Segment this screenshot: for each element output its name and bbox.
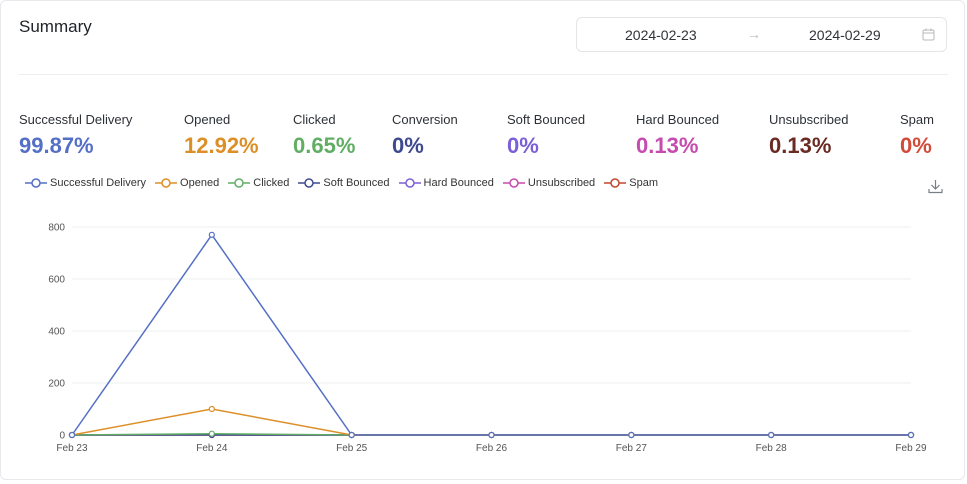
- stat-spam: Spam 0%: [900, 112, 934, 159]
- stat-unsubscribed: Unsubscribed 0.13%: [769, 112, 849, 159]
- x-tick-label: Feb 27: [616, 443, 648, 454]
- stat-label: Spam: [900, 112, 934, 127]
- data-point: [907, 431, 915, 439]
- data-point: [768, 431, 775, 439]
- legend-label: Successful Delivery: [50, 177, 146, 190]
- legend-item-successful-delivery[interactable]: Successful Delivery: [25, 177, 146, 189]
- y-tick-label: 600: [48, 275, 65, 286]
- stat-value: 0.65%: [293, 133, 356, 158]
- legend-label: Clicked: [253, 177, 290, 190]
- stat-value: 0%: [392, 133, 424, 158]
- legend-item-clicked[interactable]: Clicked: [228, 177, 289, 189]
- download-icon[interactable]: [928, 179, 943, 199]
- stat-label: Hard Bounced: [636, 112, 720, 127]
- legend-item-soft-bounced[interactable]: Soft Bounced: [298, 177, 389, 189]
- date-range-picker[interactable]: 2024-02-23 → 2024-02-29: [576, 17, 947, 52]
- stat-hard-bounced: Hard Bounced 0.13%: [636, 112, 719, 159]
- legend-item-spam[interactable]: Spam: [604, 177, 658, 189]
- y-tick-label: 200: [48, 379, 65, 390]
- y-tick-label: 0: [59, 431, 65, 442]
- x-tick-label: Feb 25: [336, 443, 368, 454]
- date-end-input[interactable]: 2024-02-29: [809, 27, 881, 43]
- arrow-right-icon: →: [747, 26, 761, 42]
- stat-label: Conversion: [392, 112, 458, 127]
- data-point: [488, 431, 495, 439]
- chart-legend: Successful Delivery Opened Clicked Soft …: [25, 177, 664, 189]
- x-tick-label: Feb 26: [476, 443, 508, 454]
- data-point: [628, 431, 635, 439]
- legend-label: Unsubscribed: [527, 177, 596, 190]
- legend-item-opened[interactable]: Opened: [155, 177, 219, 189]
- stat-clicked: Clicked 0.65%: [293, 112, 355, 159]
- date-start-input[interactable]: 2024-02-23: [625, 27, 697, 43]
- stat-successful-delivery: Successful Delivery 99.87%: [19, 112, 132, 159]
- stat-label: Soft Bounced: [507, 112, 586, 127]
- stat-opened: Opened 12.92%: [184, 112, 259, 159]
- x-tick-label: Feb 23: [56, 443, 88, 454]
- legend-label: Opened: [180, 177, 220, 190]
- legend-label: Hard Bounced: [423, 177, 494, 190]
- series-line: [71, 233, 911, 436]
- x-tick-label: Feb 24: [196, 443, 228, 454]
- legend-item-hard-bounced[interactable]: Hard Bounced: [398, 177, 494, 190]
- stat-label: Successful Delivery: [19, 112, 133, 127]
- data-point: [208, 405, 215, 413]
- stat-soft-bounced: Soft Bounced 0%: [507, 112, 585, 159]
- stat-value: 0%: [900, 133, 932, 158]
- stat-label: Opened: [184, 112, 231, 127]
- data-point: [208, 430, 215, 437]
- stat-label: Clicked: [293, 112, 336, 127]
- stat-value: 99.87%: [19, 133, 94, 158]
- stat-label: Unsubscribed: [769, 112, 849, 127]
- stat-value: 0.13%: [769, 133, 832, 158]
- legend-label: Spam: [629, 177, 658, 190]
- data-point: [68, 431, 76, 439]
- calendar-icon[interactable]: [922, 28, 935, 44]
- series-line: [71, 408, 911, 436]
- stat-value: 0.13%: [636, 133, 699, 158]
- y-tick-label: 400: [48, 327, 65, 338]
- stat-value: 0%: [507, 133, 539, 158]
- stat-value: 12.92%: [184, 133, 259, 158]
- data-point: [348, 431, 355, 439]
- header-divider: [19, 74, 948, 75]
- stat-conversion: Conversion 0%: [392, 112, 458, 159]
- legend-item-unsubscribed[interactable]: Unsubscribed: [502, 177, 596, 190]
- y-tick-label: 800: [48, 223, 65, 234]
- data-point: [208, 231, 215, 238]
- legend-label: Soft Bounced: [323, 177, 390, 190]
- x-tick-label: Feb 28: [756, 443, 788, 454]
- page-title: Summary: [19, 17, 92, 36]
- x-tick-label: Feb 29: [895, 443, 927, 454]
